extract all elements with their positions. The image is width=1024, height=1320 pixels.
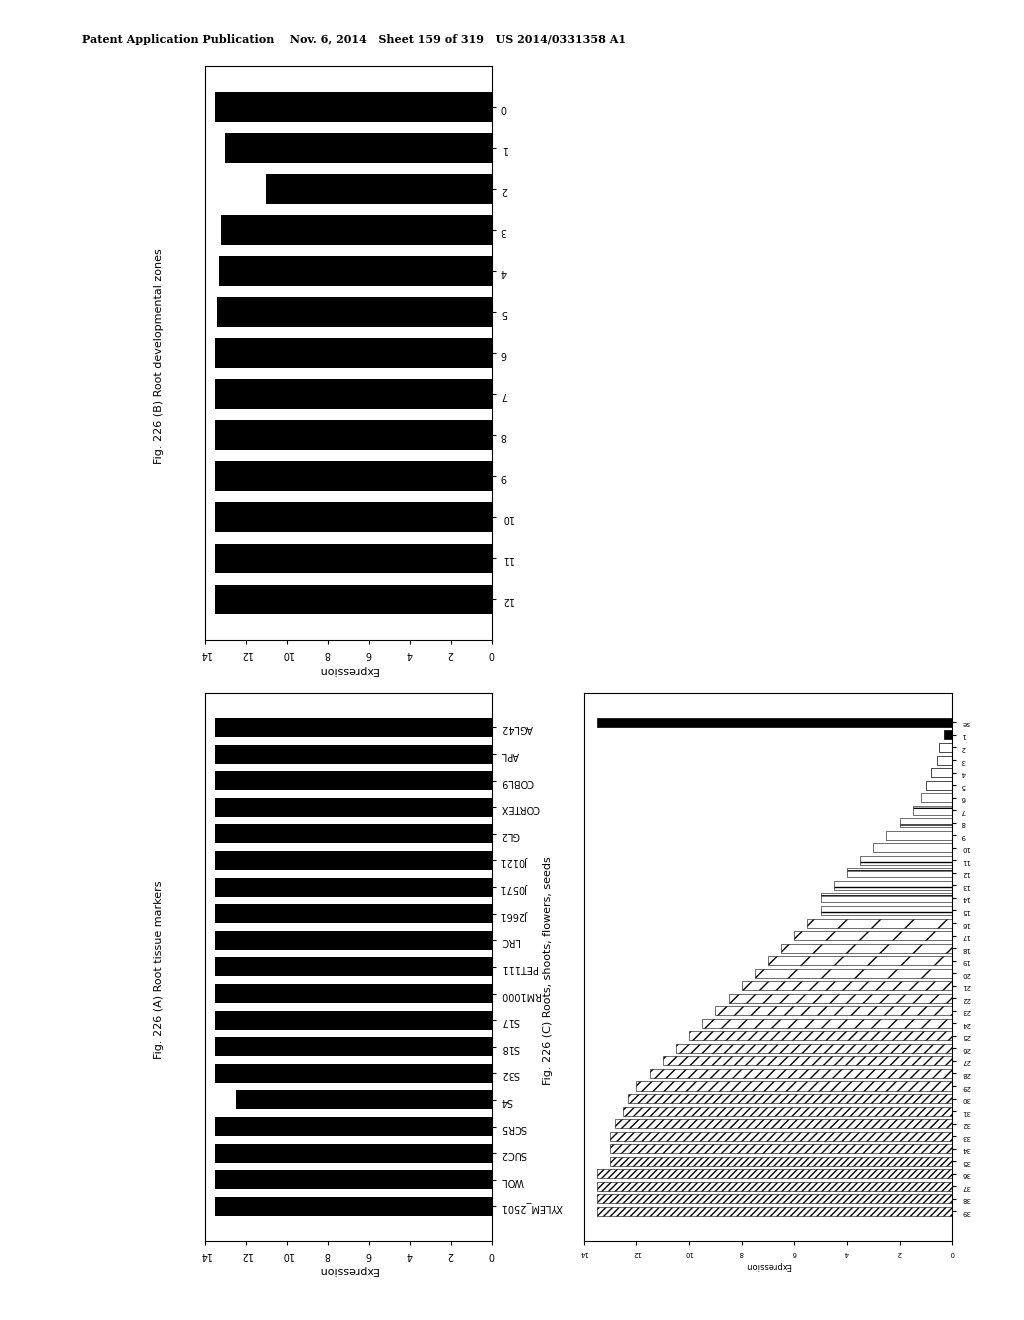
- Bar: [912, 805, 952, 814]
- Bar: [624, 1106, 952, 1115]
- Bar: [215, 718, 492, 737]
- Bar: [663, 1056, 952, 1065]
- Bar: [629, 1094, 952, 1104]
- Bar: [215, 797, 492, 817]
- Bar: [649, 1069, 952, 1078]
- Bar: [215, 931, 492, 950]
- Bar: [215, 1117, 492, 1137]
- Bar: [215, 744, 492, 764]
- X-axis label: Expression: Expression: [745, 1262, 791, 1270]
- Bar: [873, 843, 952, 853]
- Bar: [636, 1081, 952, 1090]
- Bar: [597, 1170, 952, 1179]
- Bar: [215, 1170, 492, 1189]
- Bar: [834, 880, 952, 890]
- Bar: [215, 878, 492, 896]
- Bar: [781, 944, 952, 953]
- Bar: [689, 1031, 952, 1040]
- Bar: [921, 793, 952, 803]
- Bar: [266, 174, 492, 203]
- Text: Fig. 226 (A) Root tissue markers: Fig. 226 (A) Root tissue markers: [154, 880, 164, 1060]
- Bar: [215, 585, 492, 614]
- Bar: [755, 969, 952, 978]
- X-axis label: Expression: Expression: [318, 1266, 378, 1275]
- Bar: [676, 1044, 952, 1053]
- Bar: [610, 1156, 952, 1166]
- Bar: [215, 462, 492, 491]
- Bar: [221, 215, 492, 244]
- Bar: [597, 1181, 952, 1191]
- Bar: [795, 931, 952, 940]
- Bar: [215, 1197, 492, 1216]
- Bar: [597, 718, 952, 727]
- Bar: [931, 768, 952, 777]
- Bar: [215, 904, 492, 923]
- Bar: [702, 1019, 952, 1028]
- Bar: [768, 956, 952, 965]
- Bar: [900, 818, 952, 828]
- Bar: [215, 957, 492, 977]
- Bar: [820, 894, 952, 903]
- Bar: [215, 544, 492, 573]
- Bar: [610, 1131, 952, 1140]
- Bar: [808, 919, 952, 928]
- Bar: [215, 851, 492, 870]
- Bar: [615, 1119, 952, 1129]
- Bar: [215, 983, 492, 1003]
- Bar: [597, 1206, 952, 1216]
- Bar: [225, 133, 492, 162]
- Bar: [597, 1195, 952, 1204]
- Bar: [939, 743, 952, 752]
- Bar: [217, 297, 492, 327]
- Bar: [215, 92, 492, 121]
- Bar: [215, 771, 492, 791]
- Bar: [215, 338, 492, 368]
- Bar: [219, 256, 492, 286]
- Bar: [215, 1038, 492, 1056]
- Bar: [215, 1143, 492, 1163]
- Bar: [728, 994, 952, 1003]
- Bar: [937, 755, 952, 764]
- Text: Patent Application Publication    Nov. 6, 2014   Sheet 159 of 319   US 2014/0331: Patent Application Publication Nov. 6, 2…: [82, 34, 626, 45]
- Bar: [887, 830, 952, 840]
- Bar: [860, 855, 952, 865]
- X-axis label: Expression: Expression: [318, 665, 378, 675]
- Text: Fig. 226 (B) Root developmental zones: Fig. 226 (B) Root developmental zones: [154, 248, 164, 465]
- Bar: [926, 780, 952, 789]
- Bar: [215, 1011, 492, 1030]
- Bar: [215, 503, 492, 532]
- Bar: [741, 981, 952, 990]
- Bar: [236, 1090, 492, 1110]
- Bar: [944, 730, 952, 739]
- Bar: [215, 1064, 492, 1082]
- Bar: [215, 379, 492, 409]
- Bar: [716, 1006, 952, 1015]
- Bar: [847, 869, 952, 878]
- Bar: [215, 824, 492, 843]
- Bar: [215, 420, 492, 450]
- Bar: [610, 1144, 952, 1154]
- Text: Fig. 226 (C) Roots, shoots, flowers, seeds: Fig. 226 (C) Roots, shoots, flowers, see…: [543, 855, 553, 1085]
- Bar: [820, 906, 952, 915]
